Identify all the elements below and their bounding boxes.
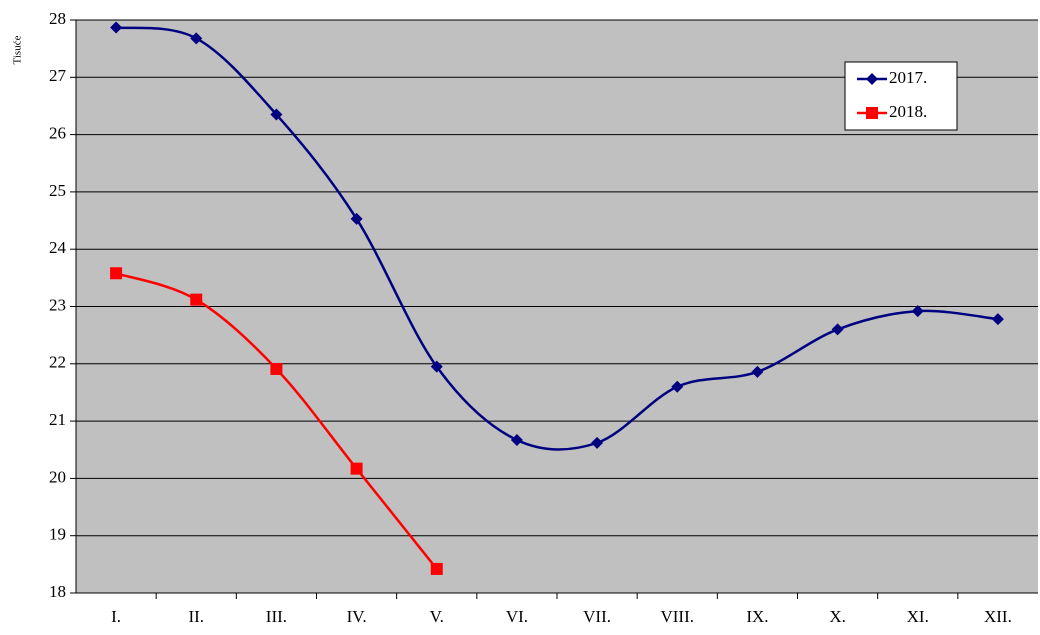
data-point [831,323,844,336]
y-tick-label: 20 [49,467,66,486]
data-point [430,360,443,373]
data-point [591,436,604,449]
data-point [270,362,283,375]
x-tick-label: I. [111,607,121,626]
y-tick-label: 21 [49,410,66,429]
data-point [350,462,363,475]
legend-marker [866,107,878,119]
y-tick-label: 26 [49,124,66,143]
data-point [110,21,123,34]
x-tick-label: X. [829,607,846,626]
y-tick-label: 23 [49,295,66,314]
legend-label: 2017. [889,68,927,87]
data-point [430,562,443,575]
data-point [270,108,283,121]
x-tick-label: XI. [907,607,929,626]
data-point [510,434,523,447]
data-point [350,212,363,225]
x-tick-label: III. [266,607,287,626]
y-tick-label: 22 [49,353,66,372]
data-point [991,313,1004,326]
x-tick-label: VI. [506,607,528,626]
data-point [911,305,924,318]
legend-box [844,61,958,131]
y-tick-label: 27 [49,66,67,85]
y-axis-label: Tisuće [12,35,24,64]
data-point [190,293,203,306]
y-tick-label: 28 [49,9,66,28]
x-tick-label: II. [188,607,204,626]
y-tick-label: 19 [49,525,66,544]
legend-label: 2018. [889,102,927,121]
data-point [110,267,123,280]
data-point [671,380,684,393]
legend-marker [866,73,878,85]
x-tick-label: IX. [746,607,768,626]
data-point [190,32,203,45]
x-tick-label: XII. [984,607,1012,626]
x-tick-label: IV. [347,607,367,626]
y-tick-label: 24 [49,238,67,257]
x-tick-label: VIII. [660,607,694,626]
x-tick-label: VII. [583,607,611,626]
data-point [751,365,764,378]
y-tick-label: 18 [49,582,66,601]
y-tick-label: 25 [49,181,66,200]
x-tick-label: V. [430,607,444,626]
